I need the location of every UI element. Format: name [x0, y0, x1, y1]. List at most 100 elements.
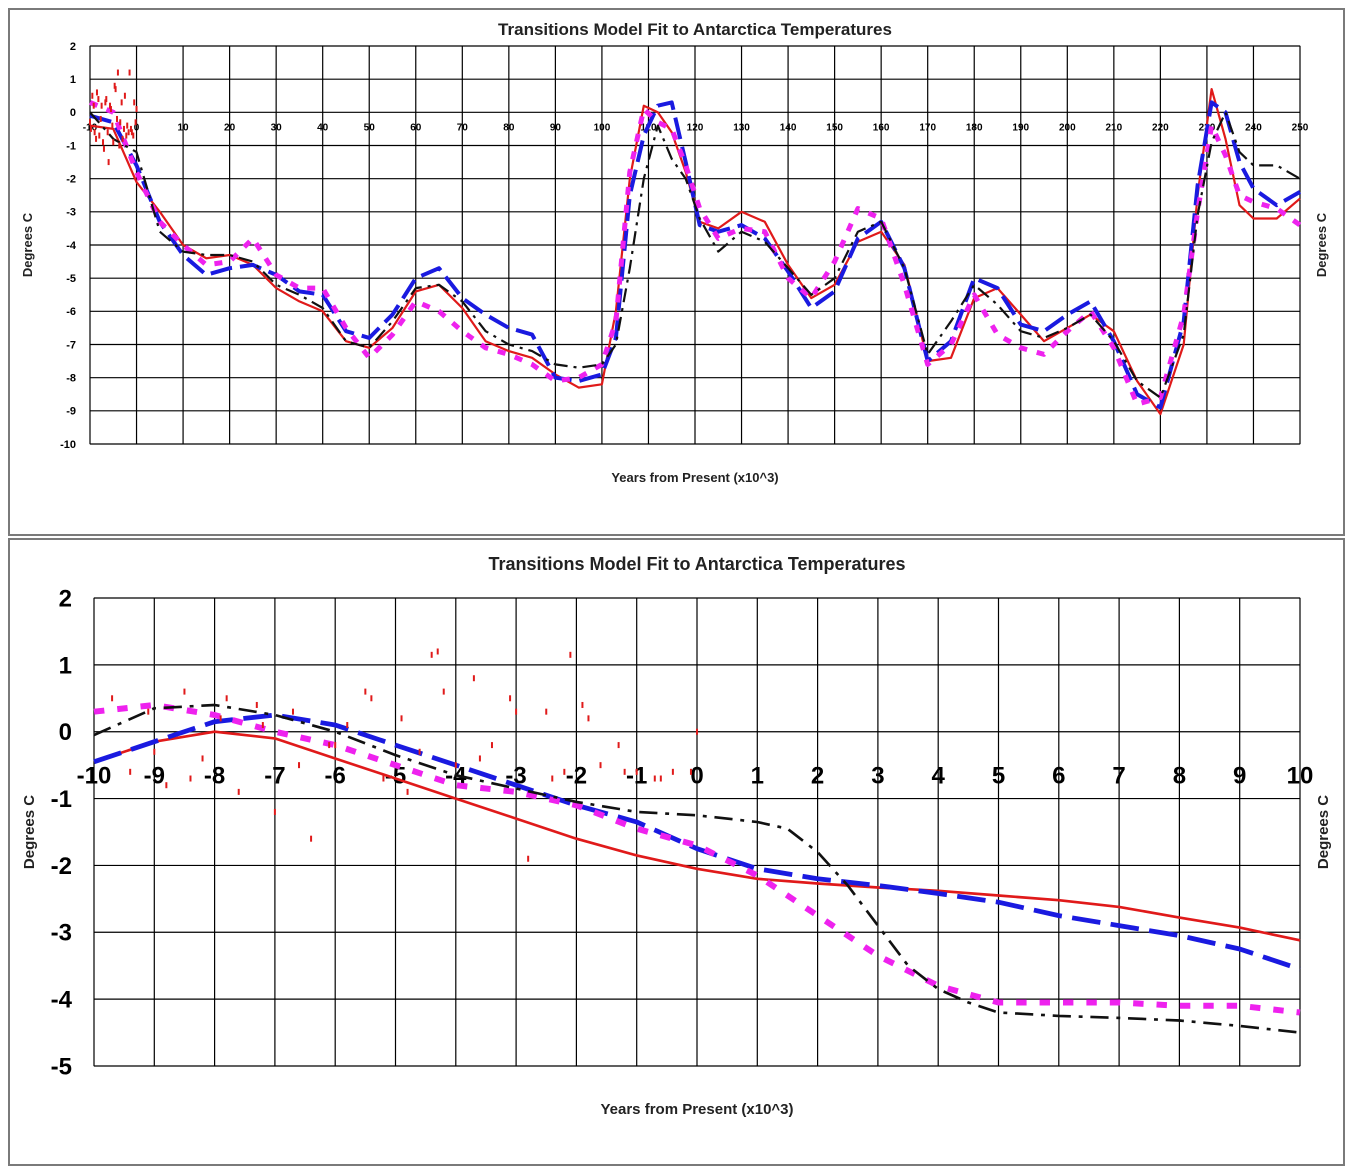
- x-tick-label: 200: [1059, 122, 1076, 133]
- x-tick-label: 9: [1233, 763, 1246, 790]
- data-point: [478, 755, 481, 762]
- x-tick-label: 210: [1106, 122, 1123, 133]
- chart-recent: 210-1-2-3-4-5-10 -9 -8 -7 -6 -5 -4 -3 -2 -1 0 1 2 3 4 5…: [21, 554, 1332, 1118]
- chart-title: Transitions Model Fit to Antarctica Temp…: [488, 554, 905, 574]
- data-point: [125, 132, 128, 139]
- data-point: [671, 768, 674, 775]
- y-tick-label: 2: [70, 41, 76, 53]
- x-tick-label: 60: [410, 122, 422, 133]
- data-point: [515, 708, 518, 715]
- data-point: [442, 688, 445, 695]
- data-point: [92, 102, 95, 109]
- data-point: [261, 722, 264, 729]
- x-tick-label: 0: [690, 763, 703, 790]
- data-point: [112, 139, 115, 146]
- data-point: [454, 762, 457, 769]
- y-tick-label: -2: [66, 174, 76, 186]
- data-point: [334, 742, 337, 749]
- x-tick-label: 240: [1245, 122, 1262, 133]
- data-point: [134, 119, 137, 126]
- chart-panel-recent: 2 1 0 -1 -2 -3 -4 -5 -10 -9 -8 -7 -6 -5 -4 -3 -2 -1 0 1 2 3 4 5…: [8, 538, 1345, 1166]
- x-tick-label: 5: [992, 763, 1005, 790]
- x-tick-label: 50: [364, 122, 376, 133]
- data-point: [120, 99, 123, 106]
- x-tick-label: 2: [811, 763, 824, 790]
- x-tick-label: 90: [550, 122, 562, 133]
- x-tick-label: 130: [733, 122, 750, 133]
- data-point: [105, 96, 108, 103]
- data-point: [109, 106, 112, 113]
- data-point: [135, 106, 138, 113]
- data-point: [95, 89, 98, 96]
- y-tick-label: -3: [51, 920, 72, 947]
- x-tick-label: 3: [871, 763, 884, 790]
- data-point: [406, 788, 409, 795]
- y-tick-label: -4: [66, 240, 77, 252]
- data-point: [563, 768, 566, 775]
- x-tick-label: 7: [1112, 763, 1125, 790]
- x-tick-label: -1: [626, 763, 647, 790]
- series-line-dashed: [93, 712, 1301, 972]
- data-point: [89, 125, 92, 132]
- chart-title: Transitions Model Fit to Antarctica Temp…: [498, 20, 892, 39]
- x-tick-label: 170: [919, 122, 936, 133]
- data-point: [219, 715, 222, 722]
- data-point: [587, 715, 590, 722]
- data-point: [551, 775, 554, 782]
- data-point: [527, 855, 530, 862]
- data-point: [129, 125, 132, 132]
- chart-full-record: 210-1-2-3-4-5-6-7-8-9-10-100102030405060…: [20, 20, 1329, 485]
- y-tick-label: -2: [51, 853, 72, 880]
- data-point: [581, 701, 584, 708]
- data-point: [123, 92, 126, 99]
- data-point: [436, 648, 439, 655]
- data-point: [115, 115, 118, 122]
- x-tick-label: 140: [780, 122, 797, 133]
- data-point: [696, 728, 698, 735]
- y-tick-label: -9: [66, 406, 76, 418]
- x-tick-label: -8: [204, 763, 225, 790]
- data-point: [382, 775, 385, 782]
- data-point: [97, 96, 100, 103]
- data-point: [418, 748, 421, 755]
- x-tick-label: 150: [826, 122, 843, 133]
- data-point: [99, 115, 102, 122]
- x-tick-label: 30: [271, 122, 283, 133]
- series-line-dashdot: [93, 703, 1301, 1034]
- data-point: [400, 715, 403, 722]
- data-point: [310, 835, 313, 842]
- data-point: [255, 701, 258, 708]
- x-tick-label: 20: [224, 122, 236, 133]
- data-point: [102, 139, 105, 146]
- data-point: [623, 768, 626, 775]
- data-point: [89, 119, 91, 126]
- data-point: [328, 742, 331, 749]
- series-scatter-points: [89, 69, 138, 166]
- y-tick-label: -1: [51, 786, 72, 813]
- data-point: [126, 122, 129, 129]
- data-point: [201, 755, 204, 762]
- data-point: [617, 742, 620, 749]
- x-tick-label: 250: [1292, 122, 1309, 133]
- data-point: [509, 695, 512, 702]
- data-point: [189, 775, 192, 782]
- data-point: [346, 722, 349, 729]
- data-point: [545, 708, 548, 715]
- y-tick-label: -4: [51, 987, 73, 1014]
- y-tick-label: 0: [70, 107, 76, 119]
- x-tick-label: 190: [1012, 122, 1029, 133]
- data-point: [132, 132, 135, 139]
- data-point: [153, 748, 156, 755]
- data-point: [106, 129, 109, 136]
- series-line-dashdot: [89, 111, 1301, 399]
- x-axis-label: Years from Present (x10^3): [611, 470, 778, 485]
- y-tick-label: 0: [59, 719, 72, 746]
- data-point: [127, 129, 130, 136]
- data-point: [599, 762, 602, 769]
- data-point: [95, 135, 98, 142]
- data-point: [490, 742, 493, 749]
- x-tick-label: -2: [566, 763, 587, 790]
- data-point: [128, 69, 131, 76]
- data-point: [370, 695, 373, 702]
- x-axis-label: Years from Present (x10^3): [600, 1101, 793, 1118]
